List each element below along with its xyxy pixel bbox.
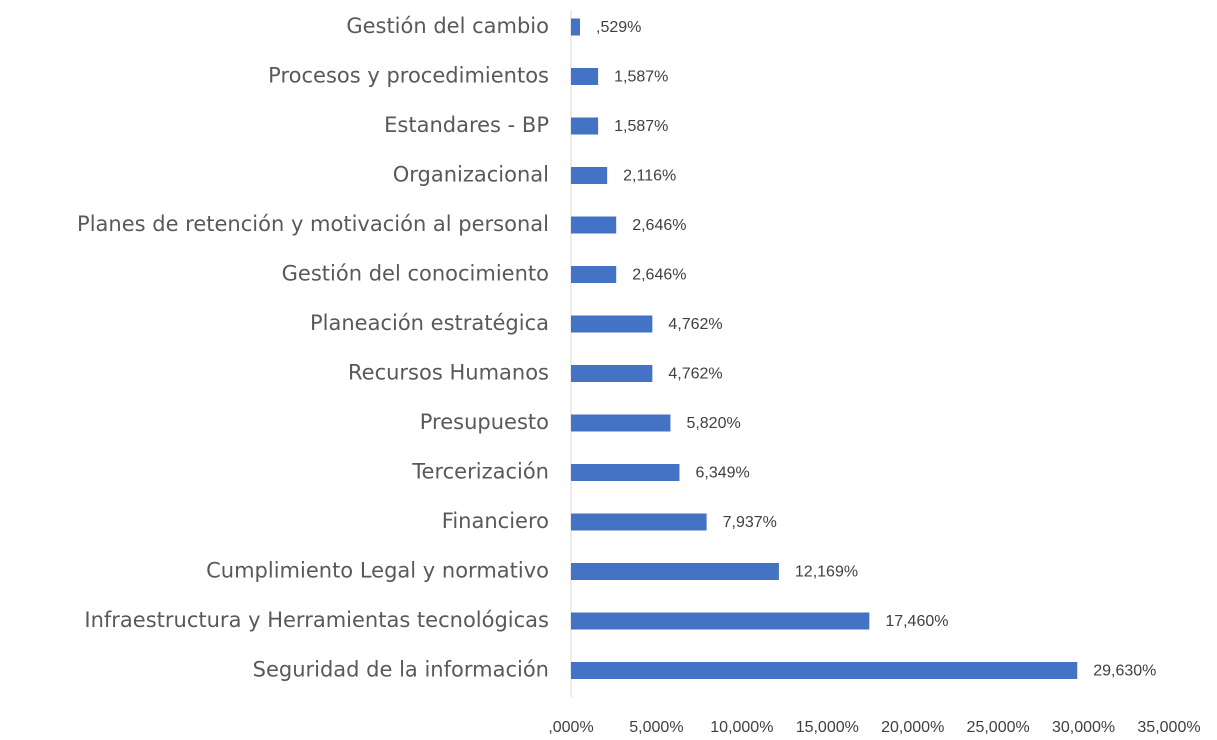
value-label: 1,587%	[614, 69, 668, 86]
value-label: 2,116%	[623, 168, 676, 185]
bar	[571, 612, 870, 630]
category-label: Planes de retención y motivación al pers…	[77, 212, 549, 236]
category-label: Seguridad de la información	[253, 658, 549, 682]
x-tick-label: 10,000%	[710, 719, 773, 736]
x-tick-label: ,000%	[548, 719, 593, 736]
category-label: Presupuesto	[420, 410, 549, 434]
category-label: Gestión del cambio	[346, 14, 549, 38]
bar	[571, 464, 680, 481]
bar	[571, 365, 653, 382]
value-label: 12,169%	[795, 564, 858, 581]
category-label: Infraestructura y Herramientas tecnológi…	[84, 608, 549, 632]
x-tick-label: 5,000%	[629, 719, 683, 736]
bar	[571, 513, 707, 531]
category-label: Estandares - BP	[384, 113, 549, 137]
value-label: 7,937%	[723, 514, 777, 531]
category-label: Organizacional	[393, 163, 549, 187]
value-label: 2,646%	[632, 267, 686, 284]
x-tick-label: 35,000%	[1137, 719, 1200, 736]
bar	[571, 563, 779, 580]
bar	[571, 216, 617, 234]
x-tick-label: 25,000%	[967, 719, 1030, 736]
bar	[571, 414, 671, 432]
x-tick-label: 20,000%	[881, 719, 944, 736]
x-tick-label: 30,000%	[1052, 719, 1115, 736]
category-label: Recursos Humanos	[348, 361, 549, 385]
category-label: Planeación estratégica	[310, 311, 549, 335]
value-label: 17,460%	[885, 613, 948, 630]
bar	[571, 117, 599, 135]
value-label: 4,762%	[668, 366, 722, 383]
category-label: Procesos y procedimientos	[268, 64, 549, 88]
value-label: 6,349%	[695, 465, 749, 482]
category-label: Financiero	[442, 509, 549, 533]
value-label: 4,762%	[668, 316, 722, 333]
category-label: Gestión del conocimiento	[282, 262, 549, 286]
bar	[571, 266, 617, 283]
value-label: ,529%	[596, 19, 641, 36]
bar	[571, 315, 653, 333]
bar	[571, 662, 1078, 679]
x-tick-label: 15,000%	[796, 719, 859, 736]
value-label: 1,587%	[614, 118, 668, 135]
category-label: Tercerización	[411, 460, 549, 484]
value-label: 29,630%	[1093, 663, 1156, 680]
bar	[571, 68, 599, 85]
value-label: 2,646%	[632, 217, 686, 234]
category-label: Cumplimiento Legal y normativo	[206, 559, 549, 583]
bar	[571, 167, 608, 184]
bar	[571, 18, 581, 36]
value-label: 5,820%	[686, 415, 740, 432]
